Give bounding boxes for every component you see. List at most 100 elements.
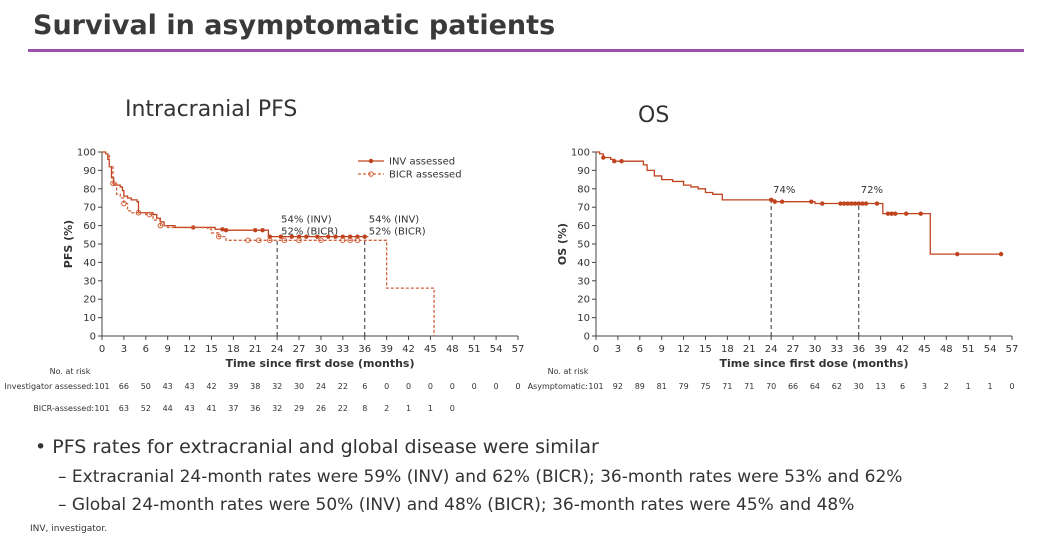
y-tick-label: 50 bbox=[83, 240, 96, 251]
at-risk-value: 6 bbox=[362, 382, 367, 391]
y-tick-label: 60 bbox=[577, 221, 590, 232]
at-risk-row-label: Investigator assessed: bbox=[4, 382, 94, 391]
y-tick-label: 70 bbox=[83, 203, 96, 214]
at-risk-value: 70 bbox=[766, 382, 776, 391]
censor-mark bbox=[998, 251, 1004, 257]
x-tick-label: 9 bbox=[164, 344, 170, 355]
y-tick-label: 10 bbox=[577, 313, 590, 324]
y-tick-label: 90 bbox=[577, 166, 590, 177]
footnote: INV, investigator. bbox=[30, 524, 108, 534]
y-tick-label: 60 bbox=[83, 221, 96, 232]
at-risk-heading: No. at risk bbox=[548, 367, 589, 376]
censor-mark bbox=[885, 211, 891, 216]
x-tick-label: 45 bbox=[918, 344, 931, 355]
at-risk-value: 1 bbox=[428, 404, 433, 413]
sub-bullet-1: – Extracranial 24-month rates were 59% (… bbox=[58, 467, 903, 487]
censor-mark bbox=[135, 209, 142, 216]
censor-mark bbox=[157, 222, 164, 229]
censor-mark bbox=[918, 211, 923, 216]
censor-mark bbox=[146, 211, 153, 218]
km-curve-bicr-assessed bbox=[102, 151, 435, 336]
at-risk-value: 0 bbox=[406, 382, 411, 391]
censor-mark bbox=[223, 228, 229, 233]
x-tick-label: 51 bbox=[468, 344, 481, 355]
annotation-label: 52% (BICR) bbox=[369, 227, 426, 238]
censor-mark bbox=[860, 201, 865, 206]
x-tick-label: 36 bbox=[852, 344, 865, 355]
at-risk-value: 38 bbox=[250, 382, 260, 391]
x-tick-label: 24 bbox=[765, 344, 778, 355]
sub-bullet-text: Global 24-month rates were 50% (INV) and… bbox=[71, 495, 855, 515]
at-risk-value: 32 bbox=[272, 382, 282, 391]
x-tick-label: 48 bbox=[940, 344, 953, 355]
at-risk-value: 30 bbox=[294, 382, 304, 391]
y-tick-label: 80 bbox=[577, 184, 590, 195]
y-tick-label: 20 bbox=[577, 295, 590, 306]
censor-mark bbox=[121, 200, 127, 207]
at-risk-value: 0 bbox=[428, 382, 433, 391]
at-risk-value: 0 bbox=[1009, 382, 1014, 391]
at-risk-value: 37 bbox=[228, 404, 238, 413]
km-curve-os bbox=[596, 151, 1002, 255]
censor-mark bbox=[256, 237, 262, 244]
x-tick-label: 6 bbox=[637, 344, 643, 355]
censor-mark bbox=[772, 199, 778, 204]
x-tick-label: 39 bbox=[380, 344, 393, 355]
censor-mark bbox=[315, 234, 320, 239]
censor-mark bbox=[347, 237, 353, 244]
x-tick-label: 30 bbox=[315, 344, 328, 355]
x-tick-label: 12 bbox=[677, 344, 690, 355]
x-tick-label: 18 bbox=[227, 344, 240, 355]
censor-mark bbox=[281, 237, 288, 244]
at-risk-value: 2 bbox=[944, 382, 949, 391]
at-risk-value: 52 bbox=[141, 404, 151, 413]
at-risk-value: 0 bbox=[472, 382, 477, 391]
y-tick-label: 40 bbox=[83, 258, 96, 269]
censor-mark bbox=[354, 237, 361, 244]
y-tick-label: 90 bbox=[83, 166, 96, 177]
censor-mark bbox=[856, 201, 861, 206]
at-risk-value: 29 bbox=[294, 404, 304, 413]
x-tick-label: 3 bbox=[121, 344, 127, 355]
at-risk-value: 36 bbox=[250, 404, 260, 413]
censor-mark bbox=[903, 211, 909, 216]
censor-mark bbox=[955, 251, 960, 257]
legend-marker bbox=[368, 171, 374, 177]
x-tick-label: 9 bbox=[658, 344, 664, 355]
censor-mark bbox=[289, 234, 294, 239]
censor-mark bbox=[220, 227, 225, 232]
x-tick-label: 42 bbox=[402, 344, 415, 355]
at-risk-value: 75 bbox=[700, 382, 710, 391]
censor-mark bbox=[362, 234, 367, 239]
censor-mark bbox=[841, 201, 847, 206]
censor-mark bbox=[612, 159, 617, 164]
x-tick-label: 15 bbox=[205, 344, 218, 355]
x-axis-label: Time since first dose (months) bbox=[719, 357, 908, 370]
censor-mark bbox=[809, 199, 814, 204]
censor-mark bbox=[296, 234, 302, 239]
at-risk-value: 63 bbox=[119, 404, 129, 413]
censor-mark bbox=[779, 199, 785, 204]
km-curve-inv-assessed bbox=[102, 151, 369, 238]
pfs-chart-title: Intracranial PFS bbox=[125, 97, 298, 122]
at-risk-value: 64 bbox=[810, 382, 820, 391]
x-tick-label: 36 bbox=[358, 344, 371, 355]
censor-mark bbox=[278, 234, 284, 239]
censor-mark bbox=[318, 237, 324, 244]
censor-mark bbox=[601, 155, 606, 160]
y-tick-label: 0 bbox=[90, 332, 96, 343]
at-risk-value: 0 bbox=[450, 382, 455, 391]
x-tick-label: 21 bbox=[249, 344, 262, 355]
at-risk-value: 50 bbox=[141, 382, 151, 391]
censor-mark bbox=[849, 201, 854, 206]
at-risk-value: 43 bbox=[184, 404, 194, 413]
at-risk-value: 2 bbox=[384, 404, 389, 413]
y-tick-label: 80 bbox=[83, 184, 96, 195]
x-tick-label: 30 bbox=[809, 344, 822, 355]
at-risk-value: 0 bbox=[450, 404, 455, 413]
bullet-1: • PFS rates for extracranial and global … bbox=[35, 436, 599, 458]
censor-mark bbox=[838, 201, 843, 206]
x-tick-label: 27 bbox=[293, 344, 306, 355]
censor-mark bbox=[333, 234, 338, 239]
at-risk-value: 13 bbox=[876, 382, 886, 391]
